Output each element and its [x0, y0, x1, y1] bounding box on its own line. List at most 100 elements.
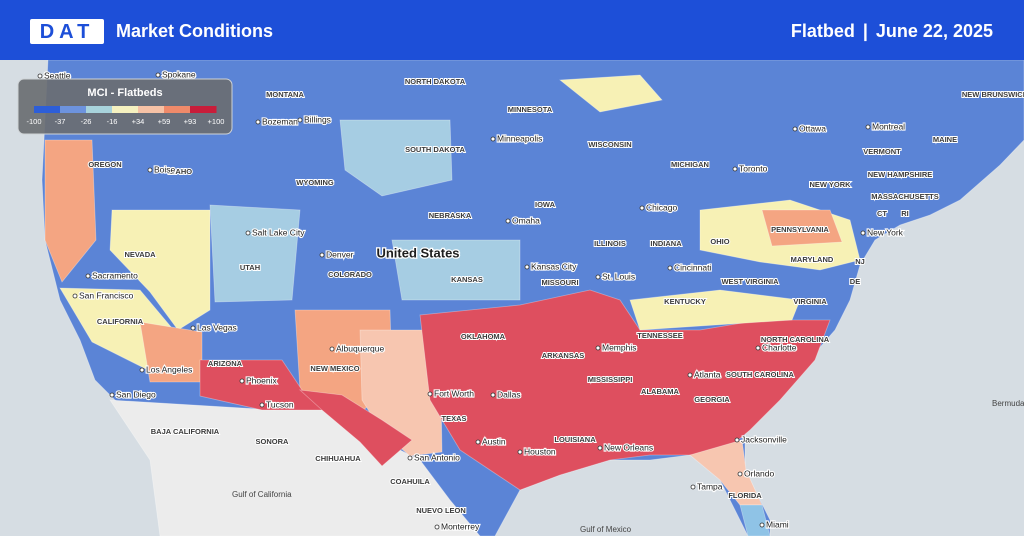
state-label: OREGON	[88, 160, 121, 169]
city-label: Tampa	[697, 481, 723, 491]
logo: DAT	[40, 21, 95, 43]
state-label: LOUISIANA	[554, 435, 596, 444]
city-dot	[109, 392, 115, 398]
city-label: Boise	[154, 164, 176, 174]
city-dot	[490, 392, 496, 398]
city-dot	[245, 230, 251, 236]
city-label: Albuquerque	[336, 343, 384, 353]
city-label: Spokane	[162, 69, 196, 79]
city-dot	[792, 126, 798, 132]
state-label: NEW BRUNSWICK	[962, 90, 1024, 99]
state-label: BAJA CALIFORNIA	[151, 427, 220, 436]
map-labels: MONTANA NORTH DAKOTA MINNESOTA WISCONSIN MIC…	[37, 68, 1024, 534]
city-label: Billings	[304, 114, 331, 124]
state-label: KENTUCKY	[664, 297, 706, 306]
state-label: SONORA	[256, 437, 290, 446]
city-label: Fort Worth	[434, 388, 474, 398]
region	[739, 504, 771, 536]
city-dot	[517, 449, 523, 455]
state-label: MINNESOTA	[508, 105, 553, 114]
city-label: Chicago	[646, 202, 677, 212]
legend-label: -16	[107, 117, 118, 126]
city-label: Houston	[524, 446, 556, 456]
state-label: TEXAS	[441, 414, 466, 423]
state-label: NEW YORK	[809, 180, 851, 189]
city-label: Ottawa	[799, 123, 826, 133]
city-dot	[755, 345, 761, 351]
city-label: Austin	[482, 436, 506, 446]
map	[41, 59, 1024, 536]
legend-swatch	[60, 106, 87, 113]
city-label: New York	[867, 227, 904, 237]
state-label: UTAH	[240, 263, 260, 272]
city-label: San Francisco	[79, 290, 134, 300]
state-label: GEORGIA	[694, 395, 730, 404]
state-label: NEW HAMPSHIRE	[868, 170, 933, 179]
state-label: KANSAS	[451, 275, 483, 284]
city-label: Phoenix	[246, 375, 277, 385]
region	[44, 139, 97, 283]
city-label: Sacramento	[92, 270, 138, 280]
state-label: NJ	[855, 257, 865, 266]
state-label: MAINE	[933, 135, 957, 144]
state-label: CHIHUAHUA	[315, 454, 361, 463]
date: June 22, 2025	[876, 21, 993, 41]
city-label: Tucson	[266, 399, 294, 409]
state-label: MONTANA	[266, 90, 304, 99]
city-dot	[490, 136, 496, 142]
separator: |	[863, 21, 868, 41]
city-label: San Antonio	[414, 452, 460, 462]
header-title: Market Conditions	[116, 21, 273, 41]
state-label: NEW MEXICO	[310, 364, 359, 373]
state-label: WISCONSIN	[588, 140, 631, 149]
state-label: DE	[850, 277, 860, 286]
city-dot	[319, 252, 325, 258]
city-dot	[759, 522, 765, 528]
legend-swatch	[138, 106, 165, 113]
state-label: COAHUILA	[390, 477, 430, 486]
state-label: TENNESSEE	[637, 331, 682, 340]
region	[209, 204, 301, 303]
state-label: CT	[877, 209, 887, 218]
header-right: Flatbed | June 22, 2025	[791, 21, 993, 41]
legend-swatch	[86, 106, 113, 113]
region	[629, 289, 801, 331]
equipment: Flatbed	[791, 21, 855, 41]
state-label: MASSACHUSETTS	[871, 192, 939, 201]
state-label: ILLINOIS	[594, 239, 626, 248]
legend-swatch	[190, 106, 217, 113]
city-dot	[427, 391, 433, 397]
state-label: CALIFORNIA	[97, 317, 144, 326]
city-dot	[434, 524, 440, 530]
legend-swatch	[112, 106, 139, 113]
state-label: SOUTH CAROLINA	[726, 370, 794, 379]
city-dot	[639, 205, 645, 211]
city-label: Kansas City	[531, 261, 577, 271]
city-label: Los Angeles	[146, 364, 192, 374]
state-label: PENNSYLVANIA	[771, 225, 829, 234]
state-label: ARKANSAS	[542, 351, 585, 360]
state-label: MISSOURI	[541, 278, 578, 287]
state-label: RI	[901, 209, 909, 218]
city-dot	[37, 73, 43, 79]
region	[419, 289, 831, 491]
place-label: Gulf of Mexico	[580, 525, 632, 534]
state-label: NEBRASKA	[429, 211, 472, 220]
state-label: WEST VIRGINIA	[721, 277, 779, 286]
city-dot	[190, 325, 196, 331]
legend-swatch	[164, 106, 191, 113]
city-dot	[505, 218, 511, 224]
legend-label: +93	[184, 117, 197, 126]
state-label: MISSISSIPPI	[588, 375, 633, 384]
region	[761, 209, 843, 247]
city-label: Montreal	[872, 121, 905, 131]
city-label: New Orleans	[604, 442, 653, 452]
state-label: MARYLAND	[791, 255, 834, 264]
city-dot	[595, 345, 601, 351]
legend-label: +100	[208, 117, 225, 126]
city-dot	[690, 484, 696, 490]
city-label: Las Vegas	[197, 322, 237, 332]
city-dot	[139, 367, 145, 373]
city-label: Dallas	[497, 389, 521, 399]
legend-swatch	[34, 106, 61, 113]
